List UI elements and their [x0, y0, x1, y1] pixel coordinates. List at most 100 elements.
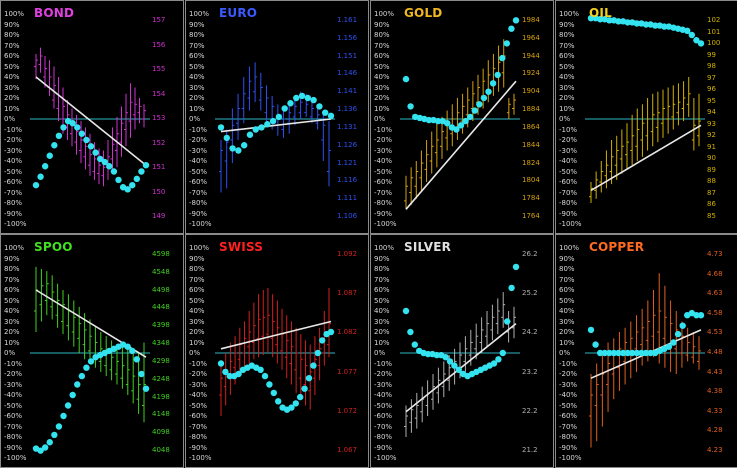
percent-tick-label: 100%	[189, 244, 210, 252]
oscillator-dot	[624, 349, 631, 357]
percent-tick-label: 100%	[4, 244, 25, 252]
percent-tick-label: 60%	[559, 52, 575, 60]
percent-tick-label: 90%	[374, 254, 390, 263]
price-bar	[236, 93, 241, 140]
percent-tick-label: 20%	[374, 94, 390, 102]
oscillator-dot	[642, 21, 650, 28]
price-tick-label: 4398	[152, 321, 170, 330]
percent-tick-label: -30%	[4, 380, 23, 389]
percent-tick-label: 60%	[559, 286, 575, 294]
percent-tick-label: -10%	[374, 359, 393, 368]
panel-title: SILVER	[404, 240, 452, 254]
oscillator-dot	[226, 372, 233, 380]
oscillator-dot	[592, 341, 599, 348]
oscillator-dot	[87, 143, 95, 150]
trend-line	[220, 118, 332, 133]
price-bar	[424, 140, 429, 182]
panel-spoo: 100% 90% 80% 70% 60% 50% 40% 30% 20% 10% 0% -10% -20…	[0, 234, 184, 468]
percent-tick-label: 20%	[189, 94, 205, 102]
oscillator-dot	[633, 20, 641, 27]
percent-tick-label: -10%	[559, 359, 578, 368]
price-tick-label: 97	[707, 73, 716, 82]
percent-tick-label: -80%	[189, 199, 208, 207]
price-bar	[479, 317, 484, 353]
percent-tick-label: 50%	[374, 62, 390, 71]
oscillator-dot	[679, 322, 686, 329]
oscillator-dot	[661, 23, 668, 30]
percent-tick-label: 0%	[189, 349, 201, 357]
oscillator-dot	[633, 349, 641, 357]
price-tick-label: 22.2	[522, 406, 538, 415]
percent-tick-label: 20%	[4, 328, 20, 336]
percent-tick-label: -10%	[559, 125, 578, 134]
price-bar	[88, 319, 92, 364]
oscillator-dot	[124, 186, 131, 193]
percent-tick-label: -40%	[559, 157, 578, 165]
price-bar	[261, 290, 266, 356]
oscillator-dot	[229, 145, 236, 152]
oscillator-dot	[433, 351, 440, 359]
percent-tick-label: -90%	[189, 443, 208, 452]
price-bar	[434, 123, 439, 168]
percent-tick-label: -60%	[4, 178, 23, 186]
price-bar	[294, 327, 299, 393]
percent-tick-label: -10%	[4, 125, 23, 134]
percent-tick-label: -60%	[559, 412, 578, 420]
percent-tick-label: 40%	[559, 307, 575, 315]
percent-tick-label: 60%	[4, 52, 20, 60]
oscillator-dot	[64, 402, 72, 409]
oscillator-dot	[471, 107, 478, 114]
price-tick-label: 26.2	[522, 250, 538, 258]
price-tick-label: 1984	[522, 16, 540, 24]
oscillator-dot	[494, 71, 501, 79]
price-bar	[137, 98, 142, 124]
oscillator-dot	[596, 16, 604, 23]
percent-tick-label: -30%	[189, 380, 208, 389]
oscillator-dot	[275, 398, 282, 405]
price-tick-label: 1824	[522, 158, 540, 167]
oscillator-dot	[457, 122, 465, 129]
oscillator-dot	[512, 263, 520, 271]
oscillator-dot	[217, 360, 225, 367]
percent-tick-label: 70%	[189, 275, 205, 284]
price-tick-label: 4448	[152, 303, 170, 312]
percent-tick-label: -60%	[189, 178, 208, 186]
percent-tick-label: 10%	[4, 338, 20, 347]
price-tick-label: 1924	[522, 69, 540, 78]
price-bar	[609, 140, 614, 185]
percent-tick-label: -80%	[4, 199, 23, 207]
price-bar	[419, 150, 424, 191]
price-bar	[512, 306, 516, 339]
trend-line	[220, 320, 332, 350]
percent-tick-label: 90%	[189, 20, 205, 29]
oscillator-dot	[96, 155, 104, 163]
price-bar	[230, 108, 235, 164]
price-bar	[691, 332, 696, 364]
price-bar	[650, 93, 655, 147]
panel-border	[185, 0, 369, 234]
oscillator-dot	[504, 318, 511, 325]
oscillator-dot	[453, 126, 460, 133]
oscillator-dot	[281, 105, 288, 112]
oscillator-dot	[615, 349, 622, 357]
price-bar	[125, 348, 130, 395]
panel-bond: 100% 90% 80% 70% 60% 50% 40% 30% 20% 10% 0% -10% -20…	[0, 0, 184, 234]
price-bar	[321, 112, 326, 161]
oscillator-dot	[327, 112, 335, 120]
oscillator-dot	[407, 328, 414, 336]
panel-title: BOND	[34, 6, 75, 20]
percent-tick-label: -30%	[4, 146, 23, 155]
plot-bond	[0, 0, 184, 234]
oscillator-dot	[596, 349, 604, 357]
oscillator-dot	[411, 341, 418, 348]
price-bar	[651, 290, 656, 358]
percent-tick-label: -70%	[4, 422, 23, 431]
percent-tick-label: -40%	[559, 391, 578, 399]
oscillator-dot	[74, 381, 81, 388]
oscillator-dot	[269, 117, 277, 125]
price-bar	[284, 315, 289, 379]
percent-tick-label: 90%	[189, 254, 205, 263]
percent-tick-label: -10%	[189, 125, 208, 134]
oscillator-dot	[485, 88, 492, 95]
